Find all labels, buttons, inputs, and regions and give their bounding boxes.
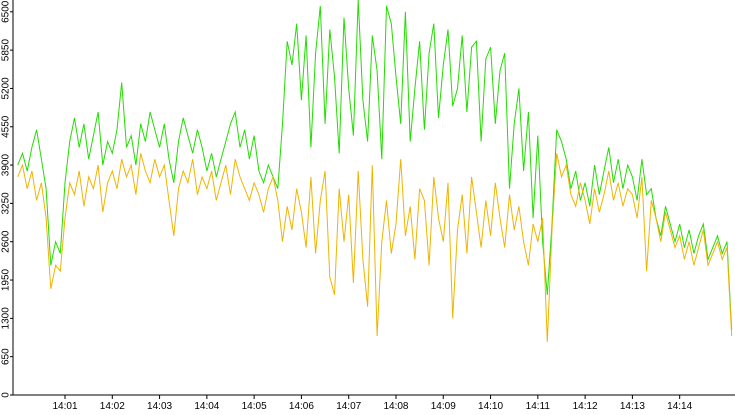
y-tick-label: 2600 (1, 230, 12, 253)
series-line (17, 0, 733, 331)
x-tick-label: 14:01 (52, 401, 77, 412)
x-tick-label: 14:02 (100, 401, 125, 412)
series-line (17, 153, 733, 342)
x-tick-label: 14:12 (573, 401, 598, 412)
x-tick-label: 14:14 (667, 401, 692, 412)
x-tick-label: 14:03 (147, 401, 172, 412)
x-tick-label: 14:06 (289, 401, 314, 412)
y-tick-label: 0 (1, 392, 12, 398)
y-tick-label: 650 (1, 348, 12, 365)
y-tick-label: 3250 (1, 192, 12, 215)
y-tick-label: 3900 (1, 154, 12, 177)
y-tick-label: 1300 (1, 307, 12, 330)
x-tick-label: 14:08 (383, 401, 408, 412)
y-tick-label: 5850 (1, 39, 12, 62)
x-tick-label: 14:13 (620, 401, 645, 412)
x-tick-label: 14:05 (242, 401, 267, 412)
y-tick-label: 6500 (1, 0, 12, 23)
x-tick-label: 14:09 (431, 401, 456, 412)
y-tick-label: 4550 (1, 115, 12, 138)
x-tick-label: 14:04 (194, 401, 219, 412)
y-tick-label: 1950 (1, 268, 12, 291)
x-tick-label: 14:07 (336, 401, 361, 412)
x-tick-label: 14:11 (526, 401, 551, 412)
x-tick-label: 14:10 (478, 401, 503, 412)
y-tick-label: 5200 (1, 77, 12, 100)
